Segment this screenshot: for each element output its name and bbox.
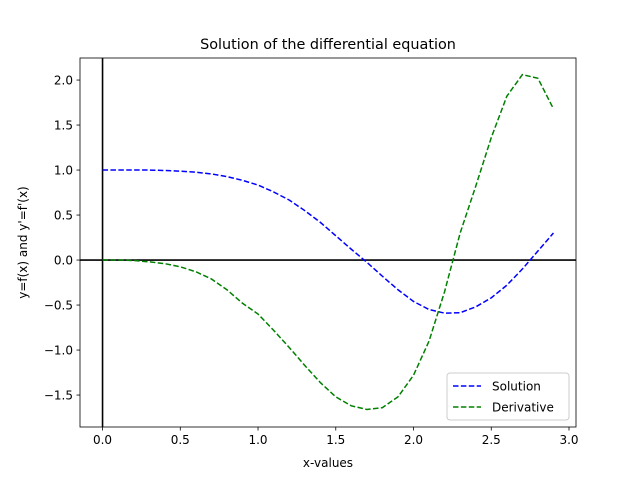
y-tick-label: 2.0 — [54, 73, 73, 87]
x-tick-label: 2.5 — [482, 433, 501, 447]
legend-box — [446, 372, 570, 421]
x-tick-label: 0.5 — [171, 433, 190, 447]
x-tick-label: 3.0 — [559, 433, 578, 447]
legend-item-solution: Solution — [453, 379, 541, 393]
x-tick-label: 0.0 — [93, 433, 112, 447]
series-line-solution — [102, 169, 555, 314]
y-tick-label: −0.5 — [44, 298, 73, 312]
series-line-derivative — [102, 73, 555, 411]
axes-frame — [79, 57, 577, 428]
legend: Solution Derivative — [446, 372, 570, 421]
y-tick-label: 0.0 — [54, 253, 73, 267]
series-layer — [102, 73, 555, 411]
legend-label: Derivative — [492, 400, 554, 414]
y-tick-label: 0.5 — [54, 208, 73, 222]
y-axis-label: y=f(x) and y'=f'(x) — [16, 186, 30, 299]
y-axis: −1.5 −1.0 −0.5 0.0 0.5 1.0 1.5 2.0 — [44, 73, 80, 402]
x-axis: 0.0 0.5 1.0 1.5 2.0 2.5 3.0 — [93, 427, 579, 447]
legend-item-derivative: Derivative — [453, 400, 554, 414]
x-axis-label: x-values — [303, 456, 353, 470]
chart-title: Solution of the differential equation — [200, 37, 456, 53]
y-tick-label: 1.5 — [54, 118, 73, 132]
reference-lines — [80, 58, 576, 427]
x-tick-label: 1.5 — [326, 433, 345, 447]
y-tick-label: −1.0 — [44, 343, 73, 357]
y-tick-label: 1.0 — [54, 163, 73, 177]
y-tick-label: −1.5 — [44, 388, 73, 402]
x-tick-label: 2.0 — [404, 433, 423, 447]
x-tick-label: 1.0 — [248, 433, 267, 447]
legend-label: Solution — [492, 379, 541, 393]
